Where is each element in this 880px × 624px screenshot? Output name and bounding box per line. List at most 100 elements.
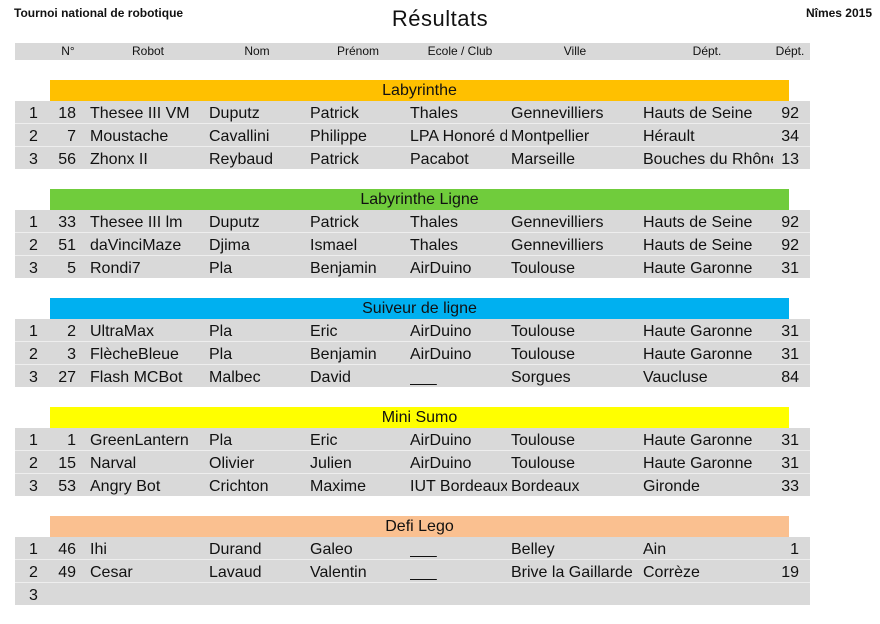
school-club-cell: Pacabot <box>410 151 469 168</box>
number-cell: 2 <box>67 323 76 340</box>
rank-cell: 2 <box>29 237 38 254</box>
column-header-robot: Robot <box>131 44 165 58</box>
robot-cell: GreenLantern <box>90 432 189 449</box>
table-row: 1 1 GreenLantern Pla Eric AirDuino Toulouse Hau… <box>15 428 810 451</box>
last-name-cell: Pla <box>209 346 233 363</box>
last-name-cell: Pla <box>209 432 233 449</box>
department-cell: Haute Garonne <box>643 323 753 340</box>
number-cell: 56 <box>58 151 76 168</box>
school-club-cell: AirDuino <box>410 260 472 277</box>
city-cell: Gennevilliers <box>511 237 604 254</box>
department-cell: Haute Garonne <box>643 455 753 472</box>
city-cell: Toulouse <box>511 346 576 363</box>
department-cell: Hérault <box>643 128 695 145</box>
page-title: Résultats <box>391 6 489 31</box>
first-name-cell: Benjamin <box>310 260 377 277</box>
results-table: 1 2 UltraMax Pla Eric AirDuino Toulouse Haute G… <box>15 319 810 387</box>
robot-cell: Flash MCBot <box>90 369 183 386</box>
rank-cell: 1 <box>29 541 38 558</box>
robot-cell: Thesee III lm <box>90 214 183 231</box>
column-header-num: N° <box>61 44 75 58</box>
department-cell: Vaucluse <box>643 369 708 386</box>
school-club-cell: AirDuino <box>410 455 472 472</box>
school-club-cell: AirDuino <box>410 432 472 449</box>
city-cell: Gennevilliers <box>511 105 604 122</box>
school-club-cell: ___ <box>410 369 437 386</box>
category-banner: Mini Sumo <box>50 407 789 428</box>
table-row: 2 15 Narval Olivier Julien AirDuino Toulouse Ha… <box>15 451 810 474</box>
city-cell: Belley <box>511 541 555 558</box>
number-cell: 15 <box>58 455 76 472</box>
number-cell: 46 <box>58 541 76 558</box>
department-code-cell: 31 <box>781 346 799 363</box>
first-name-cell: Valentin <box>310 564 367 581</box>
department-code-cell: 31 <box>781 432 799 449</box>
rank-cell: 2 <box>29 564 38 581</box>
category-banner: Labyrinthe Ligne <box>50 189 789 210</box>
city-cell: Toulouse <box>511 432 576 449</box>
results-table: 1 33 Thesee III lm Duputz Patrick Thales Genne… <box>15 210 810 278</box>
last-name-cell: Cavallini <box>209 128 270 145</box>
department-code-cell: 34 <box>781 128 799 145</box>
number-cell: 49 <box>58 564 76 581</box>
number-cell: 7 <box>67 128 76 145</box>
department-code-cell: 31 <box>781 455 799 472</box>
last-name-cell: Reybaud <box>209 151 274 168</box>
table-row: 3 5 Rondi7 Pla Benjamin AirDuino Toulouse Haute… <box>15 256 810 278</box>
department-cell: Ain <box>643 541 667 558</box>
first-name-cell: Galeo <box>310 541 353 558</box>
last-name-cell: Pla <box>209 260 233 277</box>
column-header-dept-code: Dépt. <box>775 44 805 58</box>
event-location-year: Nîmes 2015 <box>805 6 872 20</box>
number-cell: 53 <box>58 478 76 495</box>
first-name-cell: David <box>310 369 351 386</box>
table-row: 3 56 Zhonx II Reybaud Patrick Pacabot Marseill… <box>15 147 810 169</box>
rank-cell: 3 <box>29 260 38 277</box>
department-cell: Haute Garonne <box>643 260 753 277</box>
rank-cell: 3 <box>29 369 38 386</box>
first-name-cell: Patrick <box>310 105 359 122</box>
school-club-cell: AirDuino <box>410 346 472 363</box>
table-row: 1 33 Thesee III lm Duputz Patrick Thales Genne… <box>15 210 810 233</box>
rank-cell: 2 <box>29 128 38 145</box>
first-name-cell: Philippe <box>310 128 367 145</box>
table-row: 2 49 Cesar Lavaud Valentin ___ Brive la Gailla… <box>15 560 810 583</box>
city-cell: Sorgues <box>511 369 571 386</box>
department-code-cell: 92 <box>781 237 799 254</box>
rank-cell: 1 <box>29 214 38 231</box>
category-banner: Defi Lego <box>50 516 789 537</box>
department-cell: Haute Garonne <box>643 346 753 363</box>
city-cell: Toulouse <box>511 260 576 277</box>
department-code-cell: 31 <box>781 323 799 340</box>
rank-cell: 3 <box>29 151 38 168</box>
results-table: 1 18 Thesee III VM Duputz Patrick Thales Genne… <box>15 101 810 169</box>
event-name: Tournoi national de robotique <box>14 6 184 20</box>
table-row: 3 27 Flash MCBot Malbec David ___ Sorgues Vaucl… <box>15 365 810 387</box>
first-name-cell: Maxime <box>310 478 367 495</box>
rank-cell: 3 <box>29 478 38 495</box>
last-name-cell: Durand <box>209 541 262 558</box>
first-name-cell: Julien <box>310 455 352 472</box>
results-table: 1 1 GreenLantern Pla Eric AirDuino Toulouse Hau… <box>15 428 810 496</box>
city-cell: Toulouse <box>511 455 576 472</box>
number-cell: 5 <box>67 260 76 277</box>
department-code-cell: 19 <box>781 564 799 581</box>
first-name-cell: Benjamin <box>310 346 377 363</box>
column-header-dept-name: Dépt. <box>692 44 722 58</box>
number-cell: 3 <box>67 346 76 363</box>
column-header-nom: Nom <box>244 44 270 58</box>
department-cell: Hauts de Seine <box>643 105 753 122</box>
department-code-cell: 92 <box>781 214 799 231</box>
city-cell: Bordeaux <box>511 478 580 495</box>
school-club-cell: LPA Honoré de Balzac <box>410 128 507 145</box>
robot-cell: Thesee III VM <box>90 105 190 122</box>
number-cell: 33 <box>58 214 76 231</box>
school-club-cell: Thales <box>410 237 459 254</box>
last-name-cell: Malbec <box>209 369 261 386</box>
column-header-row: N° Robot Nom Prénom Ecole / Club Ville D… <box>15 43 810 60</box>
table-row: 2 51 daVinciMaze Djima Ismael Thales Gennevill… <box>15 233 810 256</box>
department-code-cell: 92 <box>781 105 799 122</box>
last-name-cell: Duputz <box>209 105 260 122</box>
rank-cell: 1 <box>29 323 38 340</box>
robot-cell: Moustache <box>90 128 169 145</box>
